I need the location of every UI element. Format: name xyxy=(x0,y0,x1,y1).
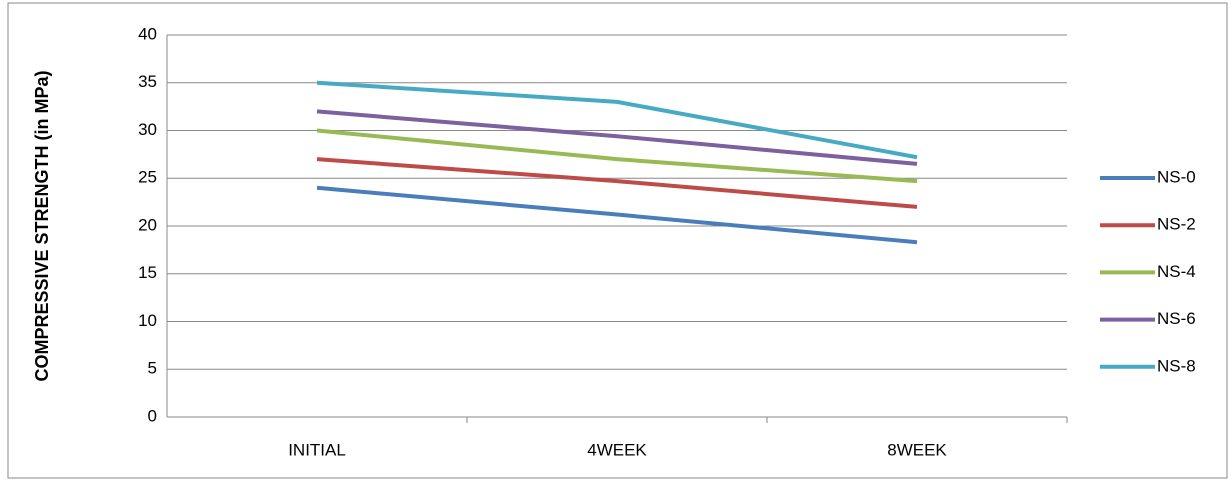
series-line xyxy=(316,80,918,160)
y-tick-label: 5 xyxy=(148,359,157,378)
x-tick-label: 4WEEK xyxy=(587,440,647,459)
y-tick-label: 30 xyxy=(138,120,157,139)
series-line xyxy=(316,128,918,184)
chart-border xyxy=(7,2,1228,479)
y-tick-label: 10 xyxy=(138,311,157,330)
legend-label: NS-4 xyxy=(1157,262,1196,281)
legend-label: NS-2 xyxy=(1157,215,1196,234)
x-tick-label: 8WEEK xyxy=(887,440,947,459)
legend-label: NS-6 xyxy=(1157,309,1196,328)
legend-label: NS-8 xyxy=(1157,356,1196,375)
y-axis-label: COMPRESSIVE STRENGTH (in MPa) xyxy=(32,70,52,382)
y-tick-label: 20 xyxy=(138,215,157,234)
series-line xyxy=(316,157,918,209)
series-line xyxy=(316,185,918,245)
y-tick-label: 40 xyxy=(138,24,157,43)
x-tick-label: INITIAL xyxy=(288,440,346,459)
y-tick-label: 0 xyxy=(148,406,157,425)
y-tick-label: 15 xyxy=(138,263,157,282)
y-tick-label: 35 xyxy=(138,72,157,91)
legend-label: NS-0 xyxy=(1157,167,1196,186)
series-line xyxy=(316,109,918,166)
y-tick-label: 25 xyxy=(138,168,157,187)
